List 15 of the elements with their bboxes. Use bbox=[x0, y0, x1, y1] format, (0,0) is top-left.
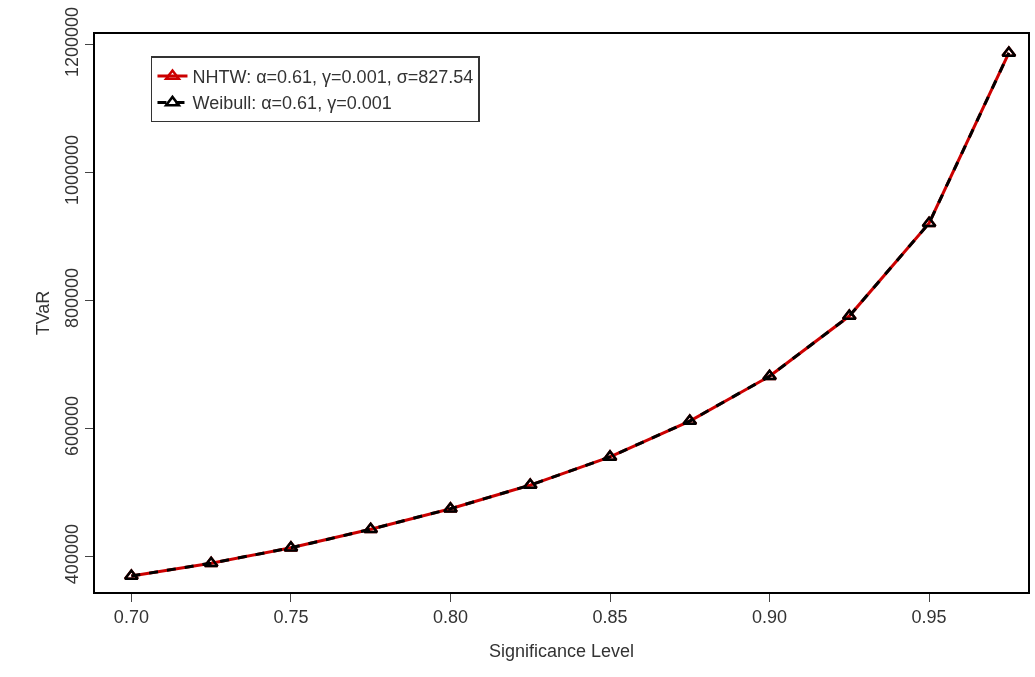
y-tick-label: 1200000 bbox=[62, 6, 83, 77]
y-tick-label: 1000000 bbox=[62, 134, 83, 206]
x-tick-label: 0.70 bbox=[113, 607, 149, 628]
legend-label: NHTW: α=0.61, γ=0.001, σ=827.54 bbox=[192, 67, 474, 88]
x-tick-label: 0.75 bbox=[273, 607, 309, 628]
y-tick-label: 400000 bbox=[62, 524, 83, 585]
y-tick-label: 800000 bbox=[62, 267, 83, 329]
x-tick-label: 0.85 bbox=[592, 607, 628, 628]
x-tick-label: 0.95 bbox=[911, 607, 947, 628]
y-axis-title: TVaR bbox=[32, 290, 53, 336]
x-axis-title: Significance Level bbox=[488, 640, 635, 661]
legend-label: Weibull: α=0.61, γ=0.001 bbox=[192, 93, 392, 114]
x-tick-label: 0.90 bbox=[752, 607, 788, 628]
x-tick-label: 0.80 bbox=[432, 607, 468, 628]
y-tick-label: 600000 bbox=[62, 396, 83, 457]
